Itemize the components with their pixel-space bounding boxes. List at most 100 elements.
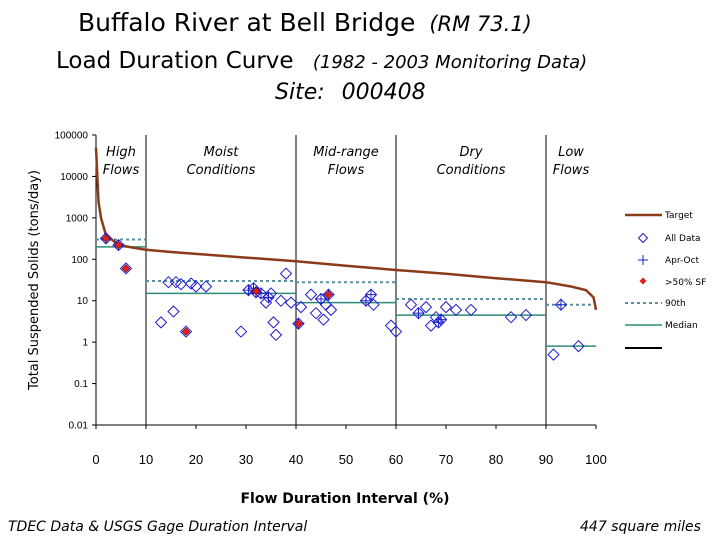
x-tick-label: 10: [139, 452, 153, 467]
all-data-point: [449, 303, 463, 317]
all-data-point: [247, 282, 260, 295]
all-data-point: [234, 325, 248, 338]
all-data-point: [554, 298, 568, 311]
all-data-point: [274, 294, 288, 307]
all-data-point: [179, 325, 193, 338]
all-data-point: [547, 348, 560, 361]
apr-oct-point: [361, 295, 371, 306]
x-tick-label: 70: [439, 452, 453, 467]
all-data-point: [304, 288, 318, 301]
all-data-point: [269, 328, 283, 342]
all-data-point: [162, 275, 175, 289]
all-data-point: [112, 238, 125, 252]
area-note: 447 square miles: [580, 519, 701, 535]
apr-oct-point: [243, 285, 254, 296]
all-data-point: [119, 262, 133, 275]
x-axis-title: Flow Duration Interval (%): [240, 491, 449, 507]
all-data-point: [324, 303, 338, 317]
all-data-point: [174, 278, 188, 291]
chart-title-rm: (RM 73.1): [429, 12, 532, 36]
all-data-point: [364, 288, 378, 301]
apr-oct-point: [433, 317, 444, 328]
apr-oct-point: [556, 299, 566, 310]
region-label-line: Low: [558, 145, 584, 160]
region-label: Moist Conditions: [187, 145, 256, 178]
stat-lines: [96, 238, 596, 347]
x-tick-label: 90: [539, 452, 553, 467]
y-tick-label: 10000: [60, 172, 88, 183]
region-label-line: Conditions: [187, 163, 256, 178]
apr-oct-point: [366, 289, 376, 300]
all-data-point: [292, 317, 305, 330]
source-note: TDEC Data & USGS Gage Duration Interval: [8, 519, 308, 535]
apr-oct-point: [316, 293, 326, 304]
y-tick-label: 0.01: [69, 421, 89, 432]
region-label: Dry Conditions: [437, 145, 506, 178]
legend-gt50sf-swatch: [639, 277, 647, 285]
region-label: Mid-range Flows: [313, 145, 379, 178]
all-data-point: [154, 316, 168, 329]
all-data-point: [464, 303, 478, 317]
legend-all-data-swatch: [637, 232, 649, 244]
all-data-point: [262, 291, 275, 304]
all-data-point: [319, 298, 333, 311]
x-tick-label: 100: [585, 452, 607, 467]
gt50sf-point: [324, 290, 333, 299]
gt50sf-point: [181, 327, 191, 336]
all-data-point: [169, 275, 183, 289]
x-tick-label: 0: [92, 452, 99, 467]
all-data-point: [434, 313, 448, 326]
legend-gt50sf-label: >50% SF: [665, 278, 706, 288]
legend-apr-oct-label: Apr-Oct: [665, 256, 700, 266]
flow-regions: High Flows Moist Conditions Mid-range Flows Dr…: [103, 135, 589, 425]
all-data-point: [267, 316, 280, 329]
all-data-point: [294, 300, 308, 314]
x-tick-label: 20: [189, 452, 203, 467]
all-data-point: [309, 306, 323, 320]
all-data-point: [404, 298, 418, 311]
chart-subtitle: Load Duration Curve (1982 - 2003 Monitor…: [56, 48, 587, 74]
all-data-point: [167, 305, 180, 318]
y-tick-label: 1000: [66, 213, 89, 224]
y-tick-label: 100000: [55, 131, 89, 142]
legend-ninetieth-label: 90th: [665, 299, 686, 309]
x-tick-label: 50: [339, 452, 353, 467]
y-tick-label: 10: [77, 296, 89, 307]
chart-axes: 100000 10000 1000 100 10 1 0.1 0.01 0 10 20 30 40 50 6…: [55, 131, 607, 468]
y-tick-label: 1: [82, 338, 88, 349]
all-data-point: [189, 280, 203, 293]
all-data-point: [199, 280, 213, 293]
site-label: Site:: [275, 80, 325, 105]
all-data-point: [317, 313, 330, 326]
region-label-line: Mid-range: [313, 145, 379, 160]
legend-apr-oct-swatch: [638, 255, 648, 265]
site-id: 000408: [341, 80, 426, 105]
chart-title: Buffalo River at Bell Bridge (RM 73.1): [78, 8, 532, 37]
all-data-point: [572, 339, 585, 353]
all-data-point: [322, 288, 335, 301]
all-data-point: [389, 325, 403, 338]
all-data-point: [412, 306, 425, 320]
all-data-point: [384, 319, 398, 332]
gt50sf-point: [101, 234, 111, 243]
all-data-point: [419, 300, 433, 314]
legend-all-data-label: All Data: [665, 234, 701, 244]
all-data-point: [439, 300, 453, 314]
chart-subtitle-period: (1982 - 2003 Monitoring Data): [312, 52, 588, 73]
all-data-point: [284, 296, 298, 309]
chart-title-main: Buffalo River at Bell Bridge: [78, 8, 416, 37]
y-tick-label: 100: [71, 255, 88, 266]
x-tick-label: 60: [389, 452, 403, 467]
x-tick-label: 80: [489, 452, 503, 467]
gt50sf-point: [251, 286, 261, 296]
region-label-line: Flows: [103, 163, 140, 178]
region-label: High Flows: [103, 145, 140, 178]
region-label-line: Flows: [328, 163, 365, 178]
legend-target-label: Target: [664, 211, 693, 221]
x-tick-label: 40: [289, 452, 303, 467]
gt50sf-point: [121, 264, 131, 273]
legend-median-label: Median: [665, 321, 698, 331]
all-data-point: [367, 298, 380, 311]
apr-oct-point: [263, 292, 274, 303]
